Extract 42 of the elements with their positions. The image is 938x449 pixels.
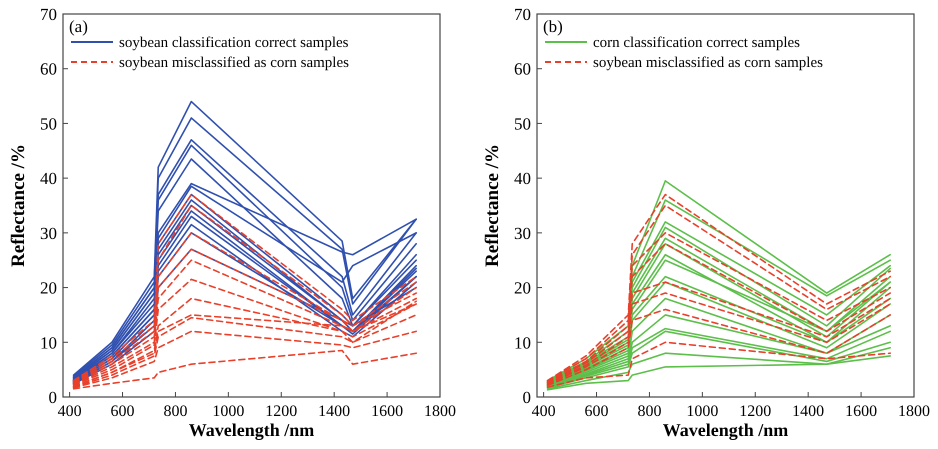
- x-tick-label: 600: [584, 403, 609, 420]
- x-axis-title: Wavelength /nm: [188, 420, 314, 440]
- legend-label: soybean misclassified as corn samples: [593, 55, 824, 71]
- y-tick-label: 20: [514, 278, 531, 298]
- y-tick-label: 50: [514, 114, 531, 134]
- y-tick-label: 30: [40, 224, 57, 243]
- y-tick-label: 0: [48, 388, 57, 407]
- x-tick-label: 400: [532, 403, 556, 420]
- y-tick-label: 20: [40, 278, 57, 298]
- x-tick-label: 800: [163, 403, 188, 420]
- x-tick-label: 1000: [212, 403, 244, 420]
- y-tick-label: 60: [514, 60, 531, 79]
- y-tick-label: 70: [40, 5, 57, 24]
- y-axis-title: Reflectance /%: [482, 144, 503, 267]
- x-tick-label: 1600: [845, 403, 878, 420]
- y-tick-label: 70: [514, 5, 531, 24]
- x-tick-label: 1800: [424, 403, 456, 420]
- x-tick-label: 1000: [686, 403, 718, 420]
- y-axis-title: Reflectance /%: [8, 144, 29, 267]
- x-tick-label: 400: [58, 403, 82, 420]
- y-tick-label: 50: [40, 114, 57, 134]
- y-tick-label: 0: [522, 388, 531, 407]
- y-tick-label: 40: [40, 169, 57, 188]
- y-tick-label: 10: [514, 333, 531, 352]
- y-tick-label: 60: [40, 60, 57, 79]
- y-tick-label: 10: [40, 333, 57, 352]
- x-tick-label: 1600: [371, 403, 404, 420]
- chart-title: (a): [69, 17, 88, 36]
- x-tick-label: 1400: [792, 403, 824, 420]
- legend-label: corn classification correct samples: [593, 35, 800, 51]
- chart-title: (b): [543, 17, 563, 36]
- x-tick-label: 1200: [265, 403, 298, 420]
- x-axis-title: Wavelength /nm: [662, 420, 788, 440]
- legend-label: soybean misclassified as corn samples: [119, 55, 350, 71]
- legend-label: soybean classification correct samples: [119, 35, 349, 51]
- x-tick-label: 600: [110, 403, 135, 420]
- x-tick-label: 800: [637, 403, 662, 420]
- y-tick-label: 30: [514, 224, 531, 243]
- y-tick-label: 40: [514, 169, 531, 188]
- x-tick-label: 1200: [739, 403, 772, 420]
- x-tick-label: 1400: [318, 403, 350, 420]
- x-tick-label: 1800: [898, 403, 930, 420]
